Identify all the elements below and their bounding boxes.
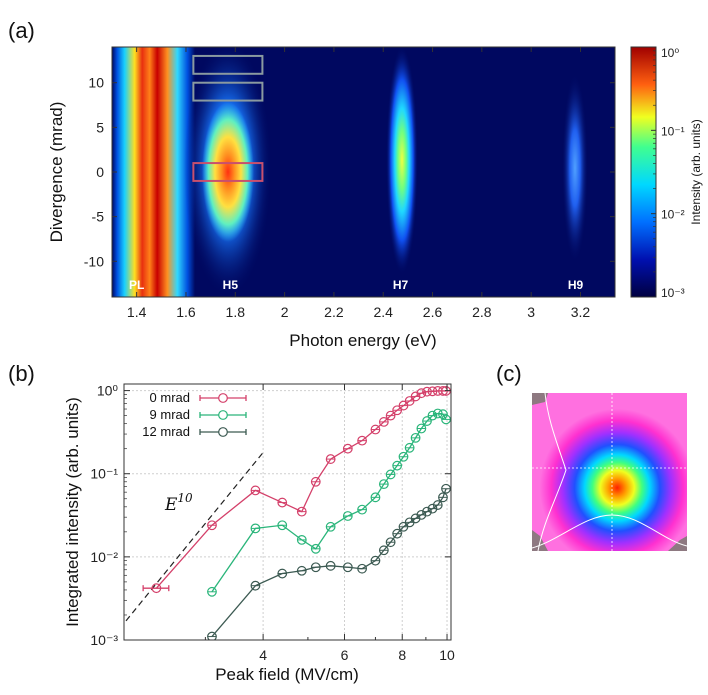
x-tick-label-a: 2.8 bbox=[472, 304, 492, 320]
colorbar-tick-label: 10⁻² bbox=[661, 208, 685, 222]
y-tick-label-b: 10⁰ bbox=[97, 383, 119, 399]
horizontal-lineout bbox=[531, 514, 688, 549]
h7-peak bbox=[386, 47, 418, 275]
colorbar-tick-label: 10⁰ bbox=[661, 46, 679, 60]
peak-label: H5 bbox=[223, 278, 239, 292]
vertical-lineout bbox=[537, 392, 567, 552]
x-tick-label-b: 10 bbox=[439, 647, 455, 663]
x-tick-label-a: 3 bbox=[527, 304, 535, 320]
legend-label: 9 mrad bbox=[150, 407, 190, 422]
h9-peak bbox=[562, 73, 588, 263]
colorbar-tick-label: 10⁻³ bbox=[661, 286, 685, 300]
y-axis-label-b: Integrated intensity (arb. units) bbox=[63, 397, 82, 627]
series-0-mrad bbox=[142, 386, 451, 594]
colorbar-gradient bbox=[630, 46, 657, 298]
x-tick-label-a: 3.2 bbox=[571, 304, 591, 320]
y-tick-label-b: 10⁻¹ bbox=[90, 466, 118, 482]
panel-b-label: (b) bbox=[8, 361, 35, 386]
peak-label: PL bbox=[129, 278, 144, 292]
integration-box bbox=[192, 54, 264, 75]
peak-label: H7 bbox=[393, 278, 409, 292]
panel-c-label: (c) bbox=[496, 361, 522, 386]
y-tick-label-a: 0 bbox=[96, 164, 104, 180]
colorbar: 10⁰ 10⁻¹ 10⁻² 10⁻³ Intensity (arb. units) bbox=[630, 46, 703, 300]
series-line bbox=[211, 488, 447, 637]
y-axis-label-a: Divergence (mrad) bbox=[47, 102, 66, 243]
series-line bbox=[211, 412, 447, 593]
x-tick-label-a: 1.6 bbox=[176, 304, 196, 320]
integration-box bbox=[192, 162, 264, 182]
legend-label: 0 mrad bbox=[150, 390, 190, 405]
colorbar-tick-label: 10⁻¹ bbox=[661, 124, 685, 138]
y-tick-label-b: 10⁻³ bbox=[90, 632, 118, 648]
spectrum-heatmap: PL H5 H7 H9 1.4 1.6 1.8 2 2.2 2.4 2.6 2.8 3 3.2 -10 -… bbox=[84, 46, 616, 320]
panel-a-label: (a) bbox=[8, 18, 35, 43]
legend-label: 12 mrad bbox=[142, 424, 190, 439]
y-tick-label-a: -5 bbox=[92, 209, 105, 225]
x-tick-label-a: 2.4 bbox=[373, 304, 393, 320]
y-tick-label-a: 10 bbox=[88, 75, 104, 91]
y-tick-label-a: -10 bbox=[84, 253, 104, 269]
h5-core bbox=[202, 102, 254, 242]
legend-marker bbox=[218, 393, 228, 403]
x-tick-label-a: 1.8 bbox=[226, 304, 246, 320]
e10-guide-line bbox=[125, 452, 264, 622]
beam-profile-image bbox=[531, 392, 688, 552]
legend-marker bbox=[218, 427, 228, 437]
x-tick-label-a: 2 bbox=[281, 304, 289, 320]
series-12-mrad bbox=[207, 483, 451, 640]
legend-marker bbox=[218, 410, 228, 420]
x-tick-label-b: 6 bbox=[341, 647, 349, 663]
colorbar-label: Intensity (arb. units) bbox=[689, 119, 703, 224]
beam-profile bbox=[532, 393, 687, 551]
series-9-mrad bbox=[207, 408, 451, 597]
beam-corner-top-left bbox=[532, 393, 548, 405]
e10-annotation: E10 bbox=[164, 491, 193, 515]
x-tick-label-a: 2.6 bbox=[423, 304, 443, 320]
integration-box bbox=[192, 81, 264, 102]
beam-corner-bottom-right bbox=[668, 536, 687, 551]
peak-label: H9 bbox=[568, 278, 584, 292]
x-axis-label-b: Peak field (MV/cm) bbox=[215, 665, 359, 684]
legend: 0 mrad 9 mrad 12 mrad bbox=[142, 390, 247, 439]
y-tick-label-b: 10⁻² bbox=[90, 549, 118, 565]
intensity-vs-field-chart: 4 6 8 10 10⁰ 10⁻¹ 10⁻² 10⁻³ 0 mrad 9 mrad 12 mra… bbox=[90, 383, 455, 663]
y-tick-label-a: 5 bbox=[96, 119, 104, 135]
plot-b-frame bbox=[123, 383, 452, 641]
x-axis-label-a: Photon energy (eV) bbox=[289, 331, 436, 350]
x-tick-label-b: 4 bbox=[259, 647, 267, 663]
x-tick-label-b: 8 bbox=[398, 647, 406, 663]
x-tick-label-a: 2.2 bbox=[324, 304, 344, 320]
x-tick-label-a: 1.4 bbox=[127, 304, 147, 320]
